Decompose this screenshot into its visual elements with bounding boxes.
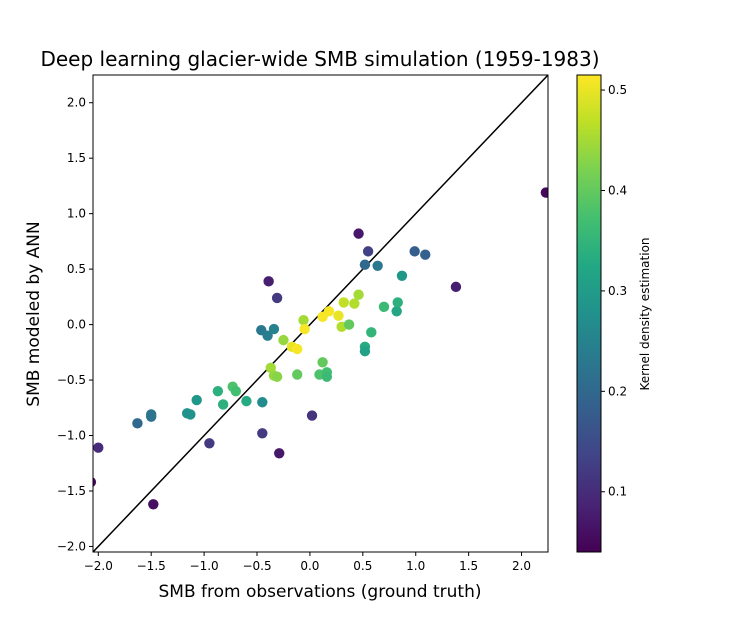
colorbar-ticks: 0.1 0.2 0.3 0.4 0.5	[601, 83, 627, 499]
colorbar-tick-label: 0.4	[608, 183, 627, 197]
scatter-point	[271, 292, 283, 304]
scatter-point	[349, 298, 360, 309]
scatter-point	[298, 314, 309, 326]
scatter-points	[93, 187, 548, 510]
colorbar	[576, 74, 602, 553]
scatter-point	[333, 310, 344, 321]
scatter-point	[338, 297, 349, 308]
scatter-point	[317, 357, 328, 368]
scatter-point	[257, 397, 268, 408]
scatter-point	[230, 385, 242, 397]
y-tick-label: 0.5	[67, 262, 86, 276]
scatter-point	[212, 385, 224, 397]
y-tick-label: −0.5	[57, 373, 86, 387]
colorbar-tick-label: 0.3	[608, 284, 627, 298]
scatter-point	[268, 323, 280, 335]
y-axis-label: SMB modeled by ANN	[24, 221, 44, 406]
scatter-point	[204, 438, 215, 449]
y-axis-ticks: −2.0 −1.5 −1.0 −0.5 0.0 0.5 1.0 1.5 2.0	[57, 96, 93, 553]
y-tick-label: −1.0	[57, 429, 86, 443]
x-tick-label: 1.0	[406, 559, 425, 573]
scatter-point	[353, 228, 364, 239]
x-tick-label: 0.0	[300, 559, 319, 573]
scatter-point	[257, 428, 268, 439]
scatter-point	[391, 306, 402, 317]
scatter-point	[378, 301, 390, 313]
scatter-point	[274, 448, 285, 459]
scatter-point	[148, 499, 159, 510]
chart-title: Deep learning glacier-wide SMB simulatio…	[40, 47, 599, 71]
scatter-point	[450, 281, 462, 293]
x-tick-label: −0.5	[242, 559, 271, 573]
scatter-point	[217, 399, 229, 410]
colorbar-tick-label: 0.5	[608, 83, 627, 97]
scatter-point	[292, 343, 303, 355]
x-axis-ticks: −2.0 −1.5 −1.0 −0.5 0.0 0.5 1.0 1.5 2.0	[84, 552, 531, 573]
x-tick-label: −2.0	[84, 559, 113, 573]
scatter-point	[409, 246, 420, 257]
scatter-point	[359, 346, 371, 357]
scatter-point	[366, 327, 377, 338]
scatter-point	[540, 187, 548, 198]
scatter-point	[132, 418, 143, 429]
y-tick-label: −2.0	[57, 539, 86, 553]
scatter-point	[278, 334, 289, 346]
x-tick-label: −1.0	[190, 559, 219, 573]
scatter-point	[292, 369, 303, 380]
scatter-point	[263, 276, 274, 287]
y-tick-label: 1.5	[67, 151, 86, 165]
plot-frame	[92, 74, 549, 553]
x-tick-label: 1.5	[459, 559, 478, 573]
x-axis-label: SMB from observations (ground truth)	[159, 582, 482, 602]
scatter-point	[321, 371, 333, 382]
scatter-point	[306, 410, 318, 421]
x-tick-label: 0.5	[353, 559, 372, 573]
colorbar-tick-label: 0.1	[608, 485, 627, 499]
y-tick-label: 1.0	[67, 207, 86, 221]
x-tick-label: 2.0	[512, 559, 531, 573]
scatter-point	[359, 259, 371, 270]
colorbar-tick-label: 0.2	[608, 384, 627, 398]
scatter-point	[93, 477, 97, 487]
scatter-point	[145, 411, 157, 422]
colorbar-label: Kernel density estimation	[638, 237, 652, 390]
y-tick-label: 0.0	[67, 318, 86, 332]
scatter-point	[353, 289, 364, 300]
scatter-point	[323, 306, 335, 317]
scatter-point	[262, 330, 273, 341]
x-tick-label: −1.5	[137, 559, 166, 573]
scatter-point	[241, 395, 252, 407]
scatter-point	[93, 442, 104, 453]
scatter-point	[362, 246, 374, 257]
y-tick-label: 2.0	[67, 96, 86, 110]
scatter-point	[396, 270, 408, 281]
scatter-point	[372, 260, 383, 271]
scatter-point	[271, 371, 283, 382]
scatter-point	[185, 409, 196, 420]
scatter-point	[392, 297, 403, 308]
scatter-point	[420, 249, 431, 260]
scatter-point	[299, 323, 310, 335]
scatter-point	[191, 394, 202, 406]
scatter-point	[343, 319, 355, 330]
y-tick-label: −1.5	[57, 484, 86, 498]
